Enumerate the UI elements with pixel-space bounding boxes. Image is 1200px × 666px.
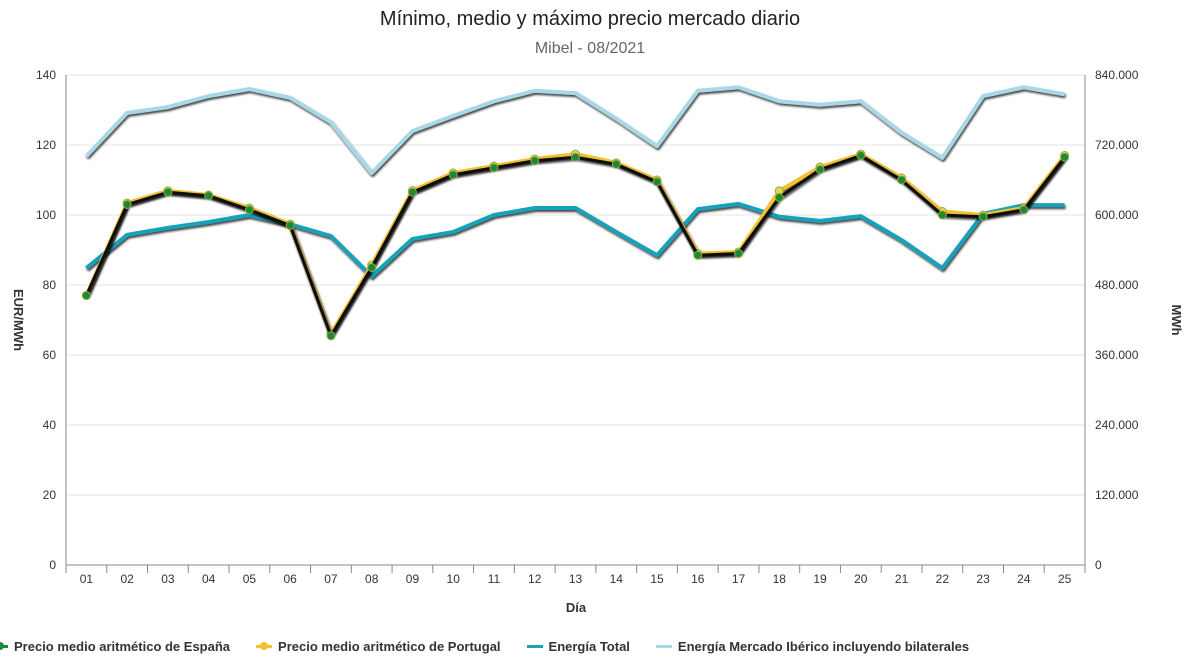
data-point [1019, 205, 1029, 215]
chart-subtitle: Mibel - 08/2021 [534, 40, 646, 57]
data-point [571, 152, 580, 162]
data-point [611, 159, 621, 169]
y-tick-label: 80 [43, 278, 57, 292]
data-point [489, 163, 499, 173]
legend-label: Precio medio aritmético de Portugal [278, 639, 501, 654]
data-point [815, 165, 825, 174]
y2-tick-label: 240.000 [1095, 418, 1139, 432]
x-tick-label: 17 [732, 572, 746, 586]
legend: Precio medio aritmético de España Precio … [0, 639, 969, 654]
data-point [937, 210, 947, 220]
chart-title: Mínimo, medio y máximo precio mercado di… [379, 8, 801, 30]
legend-label: Energía Total [548, 639, 630, 654]
legend-swatch-icon [526, 645, 543, 648]
legend-label: Precio medio aritmético de España [14, 639, 231, 654]
series-line-3 [84, 85, 1065, 175]
x-tick-label: 20 [854, 572, 868, 586]
x-tick-label: 15 [650, 572, 664, 586]
data-point [204, 191, 214, 201]
legend-swatch-icon [655, 645, 672, 648]
legend-item[interactable]: Energía Mercado Ibérico incluyendo bilat… [655, 639, 970, 654]
y-tick-label: 20 [43, 488, 57, 502]
y2-tick-label: 480.000 [1095, 278, 1139, 292]
y-tick-label: 0 [49, 558, 56, 572]
y-tick-label: 40 [43, 418, 57, 432]
x-tick-label: 14 [610, 572, 624, 586]
y2-tick-label: 720.000 [1095, 138, 1139, 152]
x-tick-label: 16 [691, 572, 705, 586]
x-tick-label: 12 [528, 572, 542, 586]
x-tick-label: 05 [243, 572, 257, 586]
legend-item[interactable]: Energía Total [526, 639, 630, 654]
y2-tick-label: 120.000 [1095, 488, 1139, 502]
y2-tick-label: 360.000 [1095, 348, 1139, 362]
y-tick-label: 120 [36, 138, 56, 152]
y2-tick-label: 600.000 [1095, 208, 1139, 222]
x-tick-label: 03 [161, 572, 175, 586]
data-point [285, 221, 295, 230]
legend-item[interactable]: Precio medio aritmético de España [0, 639, 230, 654]
y2-tick-label: 0 [1095, 558, 1102, 572]
x-tick-label: 22 [936, 572, 950, 586]
x-tick-label: 02 [120, 572, 134, 586]
x-tick-label: 11 [488, 572, 501, 586]
series-line-0 [85, 154, 1066, 338]
x-tick-label: 18 [773, 572, 787, 586]
y2-axis-label: MWh [1169, 304, 1184, 335]
data-point [897, 175, 907, 185]
data-point [1060, 152, 1070, 162]
x-tick-label: 21 [895, 572, 909, 586]
x-tick-label: 13 [569, 572, 583, 586]
data-point [652, 177, 662, 187]
x-tick-label: 06 [284, 572, 298, 586]
x-tick-label: 23 [976, 572, 990, 586]
data-point [326, 331, 336, 341]
data-point [407, 187, 417, 197]
y-tick-label: 100 [36, 208, 56, 222]
y-tick-label: 60 [43, 348, 57, 362]
y-axis-label: EUR/MWh [11, 289, 26, 351]
x-tick-label: 09 [406, 572, 420, 586]
data-point [448, 170, 458, 180]
data-point [163, 187, 173, 197]
data-point [856, 151, 866, 160]
x-tick-label: 24 [1017, 572, 1031, 586]
legend-label: Energía Mercado Ibérico incluyendo bilat… [677, 639, 970, 654]
x-tick-label: 19 [813, 572, 827, 586]
x-tick-label: 01 [80, 572, 94, 586]
legend-swatch-icon [0, 642, 8, 650]
x-tick-label: 25 [1058, 572, 1072, 586]
data-point [244, 205, 254, 215]
data-point [978, 212, 988, 222]
series-line-2 [85, 201, 1065, 279]
data-point [81, 291, 91, 300]
y-tick-label: 140 [36, 68, 56, 82]
x-tick-label: 10 [447, 572, 461, 586]
x-tick-label: 04 [202, 572, 216, 586]
data-point [367, 263, 377, 272]
data-point [693, 250, 703, 260]
series-line-1 [84, 152, 1067, 336]
y2-tick-label: 840.000 [1095, 68, 1139, 82]
data-point [530, 156, 540, 166]
data-point [734, 249, 744, 258]
legend-swatch-icon [256, 642, 273, 650]
x-tick-label: 07 [324, 572, 338, 586]
legend-item[interactable]: Precio medio aritmético de Portugal [256, 639, 501, 654]
data-point [122, 200, 132, 209]
x-tick-label: 08 [365, 572, 379, 586]
data-point [774, 193, 784, 202]
x-axis-label: Día [566, 600, 587, 615]
